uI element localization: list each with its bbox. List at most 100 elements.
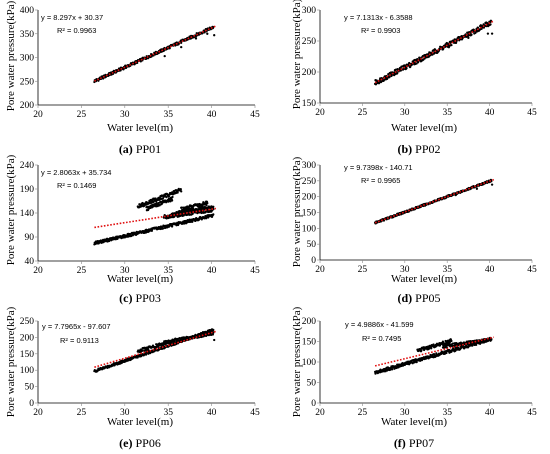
panel-c-data-point <box>207 216 210 219</box>
panel-b-x-tick-label: 25 <box>358 108 368 118</box>
panel-e-ylabel: Pore water pressure(kPa) <box>5 306 17 417</box>
panel-b-data-point <box>447 46 451 49</box>
panel-e-x-tick-label: 40 <box>207 408 217 418</box>
panel-b-x-tick-label: 30 <box>400 108 410 118</box>
panel-c-data-point <box>161 227 165 230</box>
panel-c-trendline <box>94 207 217 229</box>
panel-b-data-point <box>470 33 473 36</box>
panel-b-data-point <box>405 67 408 70</box>
panel-c-x-tick-label: 30 <box>120 266 130 276</box>
panel-b-caption: (b) PP02 <box>397 142 440 156</box>
panel-f-x-tick-label: 30 <box>400 408 410 418</box>
panel-d-label: (d) <box>397 291 412 305</box>
panel-f-data-point <box>471 344 474 347</box>
panel-a-title: PP01 <box>136 142 161 156</box>
panel-d-equation: y = 9.7398x - 140.71 <box>344 163 413 172</box>
panel-b-x-tick-label: 20 <box>315 108 325 118</box>
panel-f-caption: (f) PP07 <box>394 436 434 450</box>
panel-f-y-tick-label: 50 <box>307 379 317 389</box>
panel-e-label: (e) <box>119 436 132 450</box>
panel-a-plot: 200 250 300 350 400 20 25 30 35 40 45 <box>20 6 260 120</box>
panel-b-y-tick-label: 200 <box>302 68 317 78</box>
panel-d-y-tick-label: 150 <box>302 209 317 219</box>
panel-f-plot: 0 50 100 150 200 20 25 30 35 40 45 <box>302 317 537 418</box>
panel-e-x-tick-label: 35 <box>163 408 173 418</box>
panel-e-data-point <box>212 331 215 334</box>
panel-b-label: (b) <box>397 142 412 156</box>
panel-a-x-tick-label: 35 <box>163 110 173 120</box>
svg-text:(a) PP01: (a) PP01 <box>119 142 161 156</box>
panel-f-xlabel: Water level(m) <box>381 416 447 428</box>
panel-a-caption: (a) PP01 <box>119 142 161 156</box>
panel-d-x-tick-label: 25 <box>358 265 368 275</box>
panel-d-xlabel: Water level(m) <box>391 273 457 285</box>
panel-d-x-tick-label: 35 <box>442 265 452 275</box>
panel-e-y-tick-label: 0 <box>29 399 34 409</box>
panel-a-y-tick-label: 300 <box>20 54 35 64</box>
panel-a-x-tick-label: 40 <box>207 110 217 120</box>
panel-d-y-tick-label: 0 <box>311 256 316 266</box>
panel-f-x-tick-label: 40 <box>485 408 495 418</box>
panel-d-y-tick-label: 200 <box>302 193 317 203</box>
panel-c-data-point <box>116 237 119 241</box>
panel-e-data-point <box>144 353 148 356</box>
panel-b-data-point <box>396 72 399 75</box>
panel-b-x-tick-label: 40 <box>485 108 495 118</box>
panel-b-y-tick-label: 250 <box>302 37 317 47</box>
panel-c-data-point <box>206 201 209 205</box>
panel-a-x-tick-label: 30 <box>120 110 130 120</box>
panel-f-x-tick-label: 45 <box>527 408 537 418</box>
panel-f-data-point <box>420 349 423 352</box>
panel-c-data-point <box>212 205 215 208</box>
panel-a-ylabel: Pore water pressure(kPa) <box>5 0 17 111</box>
panel-c-ylabel: Pore water pressure(kPa) <box>5 154 17 265</box>
panel-e-plot: 0 50 100 150 200 250 20 25 30 35 40 45 <box>20 317 260 418</box>
panel-b-plot: 150 200 250 300 20 25 30 35 40 45 <box>302 6 537 118</box>
panel-d: Pore water pressure(kPa) Water level(m) … <box>291 156 457 305</box>
panel-f-data-point <box>475 343 478 346</box>
panel-f-y-tick-label: 150 <box>302 338 317 348</box>
panel-f-trendline <box>374 336 494 367</box>
panel-c-data-point <box>107 239 111 243</box>
panel-e-y-tick-label: 50 <box>25 383 35 393</box>
panel-a-label: (a) <box>119 142 133 156</box>
panel-b-x-tick-label: 45 <box>527 108 537 118</box>
panel-d-data-point <box>490 183 494 186</box>
panel-c-y-tick-label: 90 <box>25 233 35 243</box>
panel-d-y-tick-label: 100 <box>302 224 317 234</box>
panel-e-caption: (e) PP06 <box>119 436 161 450</box>
panel-d-data-point <box>475 187 479 190</box>
panel-d-x-tick-label: 30 <box>400 265 410 275</box>
panel-b-xlabel: Water level(m) <box>391 122 457 134</box>
panel-c-caption: (c) PP03 <box>119 291 161 305</box>
panel-e-x-tick-label: 30 <box>120 408 130 418</box>
panel-e-xlabel: Water level(m) <box>107 416 173 428</box>
panel-c-equation: y = 2.8063x + 35.734 <box>41 168 111 177</box>
panel-c-y-tick-label: 240 <box>20 161 35 171</box>
panel-c-label: (c) <box>119 291 132 305</box>
panel-c-data-point <box>170 225 174 228</box>
panel-c-xlabel: Water level(m) <box>107 273 173 285</box>
panel-d-x-tick-label: 40 <box>485 265 495 275</box>
panel-f-y-tick-label: 200 <box>302 317 317 327</box>
panel-f-data-point <box>445 351 448 355</box>
panel-a-y-tick-label: 250 <box>20 77 35 87</box>
panel-c-y-tick-label: 140 <box>20 209 35 219</box>
panel-d-plot: 0 50 100 150 200 250 300 20 25 30 35 40 45 <box>302 161 537 275</box>
panel-e-equation: y = 7.7965x - 97.607 <box>42 322 111 331</box>
panel-f-y-tick-label: 100 <box>302 358 317 368</box>
panel-c: Pore water pressure(kPa) Water level(m) … <box>5 154 173 305</box>
panel-c-data-point <box>165 195 168 199</box>
panel-b-title: PP02 <box>415 142 440 156</box>
panel-f-r2: R² = 0.7495 <box>362 334 401 343</box>
panel-a-data-point <box>194 37 198 40</box>
panel-c-title: PP03 <box>135 291 160 305</box>
panel-c-plot: 40 90 140 190 240 20 25 30 35 40 45 <box>20 161 260 276</box>
panel-e-y-tick-label: 250 <box>20 317 35 327</box>
panel-c-data-point <box>171 195 174 199</box>
panel-b-data-point <box>442 47 445 50</box>
panel-b-data-point <box>388 76 391 79</box>
panel-d-x-tick-label: 20 <box>315 265 325 275</box>
panel-a-xlabel: Water level(m) <box>107 122 173 134</box>
